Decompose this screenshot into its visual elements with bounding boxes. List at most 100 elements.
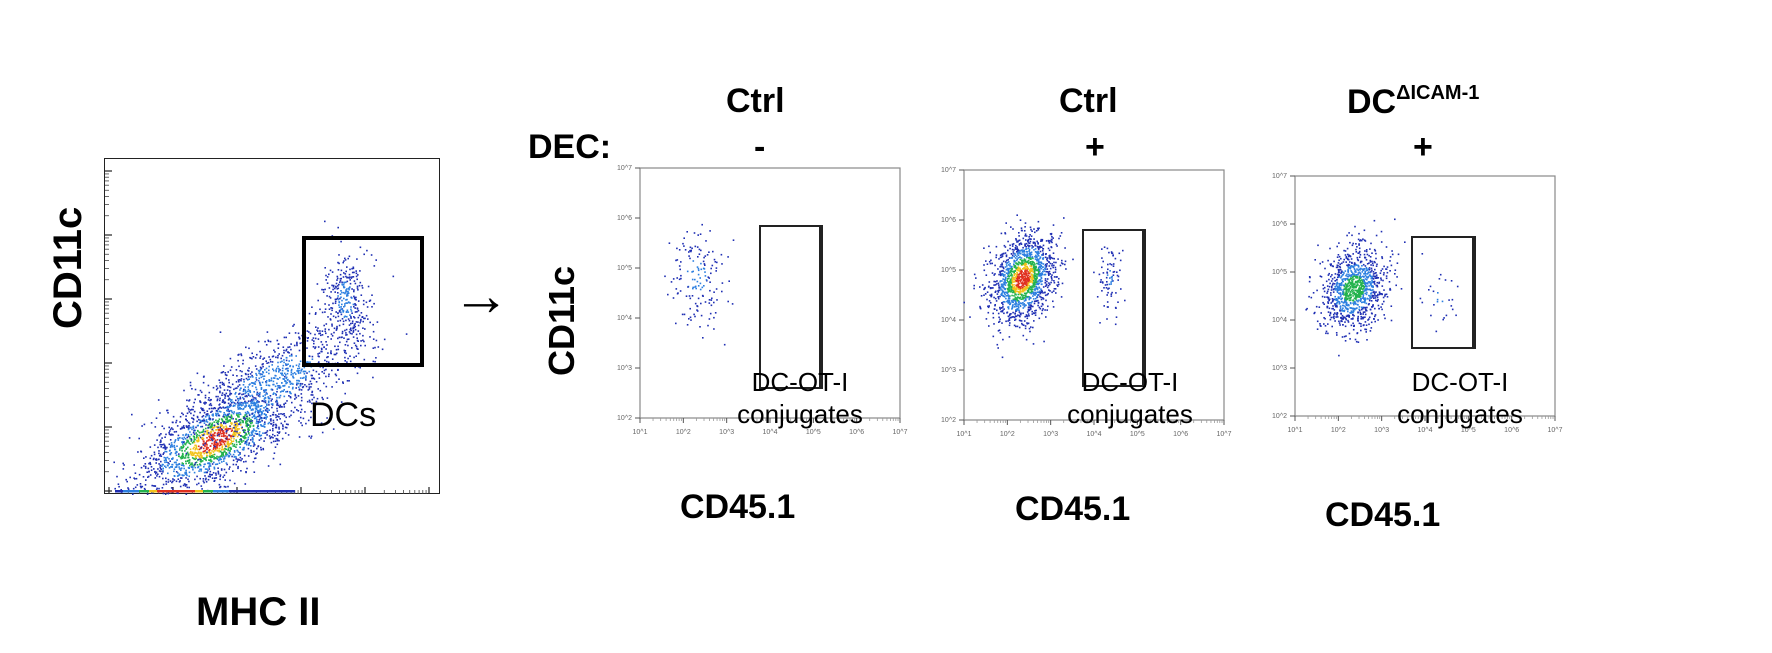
event-point	[1009, 302, 1012, 305]
event-point	[709, 312, 712, 315]
event-point	[283, 349, 285, 352]
event-point	[259, 410, 261, 412]
event-point	[188, 480, 190, 483]
event-point	[370, 254, 373, 256]
event-point	[983, 287, 986, 290]
event-point	[256, 418, 258, 421]
x-tick-label: 10^1	[957, 431, 972, 438]
event-point	[998, 284, 1000, 286]
event-point	[219, 406, 221, 409]
event-point	[300, 411, 302, 413]
event-point	[336, 288, 339, 290]
event-point	[1032, 295, 1034, 297]
event-point	[147, 475, 150, 478]
event-point	[1021, 289, 1024, 291]
event-point	[1038, 273, 1041, 276]
event-point	[348, 319, 351, 322]
event-point	[209, 465, 212, 467]
event-point	[181, 427, 183, 430]
event-point	[160, 444, 163, 446]
event-point	[1034, 284, 1036, 286]
event-point	[247, 373, 249, 376]
event-point	[239, 412, 241, 414]
event-point	[325, 279, 327, 281]
event-point	[167, 462, 170, 464]
event-point	[238, 414, 240, 416]
event-point	[1024, 279, 1026, 281]
event-point	[1021, 288, 1024, 290]
event-point	[340, 269, 343, 272]
event-point	[163, 452, 165, 454]
event-point	[265, 367, 268, 370]
event-point	[680, 274, 682, 277]
event-point	[1012, 243, 1015, 245]
event-point	[992, 287, 994, 289]
event-point	[216, 413, 218, 416]
event-point	[265, 381, 268, 384]
event-point	[158, 463, 160, 465]
event-point	[1009, 322, 1011, 324]
event-point	[346, 276, 348, 279]
event-point	[347, 257, 349, 260]
event-point	[1037, 260, 1040, 262]
event-point	[1020, 227, 1023, 229]
event-point	[245, 471, 247, 474]
event-point	[242, 402, 244, 405]
event-point	[207, 413, 209, 415]
event-point	[250, 422, 252, 425]
event-point	[218, 435, 221, 437]
event-point	[347, 301, 350, 304]
event-point	[260, 448, 262, 451]
event-point	[711, 297, 713, 300]
event-point	[268, 356, 270, 358]
event-point	[676, 247, 678, 250]
event-point	[226, 443, 229, 446]
event-point	[190, 433, 193, 436]
event-point	[215, 429, 217, 431]
event-point	[336, 297, 339, 299]
event-point	[1018, 244, 1021, 246]
event-point	[353, 295, 355, 298]
event-point	[234, 393, 236, 395]
event-point	[223, 434, 225, 437]
event-point	[300, 396, 303, 399]
event-point	[1051, 263, 1053, 265]
event-point	[1102, 282, 1104, 284]
event-point	[263, 378, 265, 380]
event-point	[697, 267, 700, 270]
event-point	[177, 492, 179, 495]
event-point	[723, 343, 726, 346]
event-point	[998, 287, 1000, 289]
event-point	[331, 235, 334, 237]
event-point	[310, 416, 312, 419]
event-point	[120, 489, 122, 491]
edge-point	[211, 490, 213, 493]
event-point	[242, 435, 245, 438]
event-point	[230, 437, 233, 439]
event-point	[221, 439, 224, 441]
event-point	[262, 410, 265, 412]
event-point	[270, 436, 273, 438]
event-point	[298, 420, 300, 422]
event-point	[181, 464, 184, 466]
event-point	[1050, 276, 1053, 278]
event-point	[139, 483, 142, 485]
event-point	[203, 409, 205, 412]
event-point	[270, 379, 273, 381]
event-point	[1011, 245, 1014, 247]
event-point	[1042, 298, 1045, 300]
event-point	[1031, 270, 1033, 273]
event-point	[277, 378, 279, 380]
event-point	[1107, 263, 1109, 266]
event-point	[217, 429, 220, 431]
event-point	[700, 302, 702, 305]
event-point	[334, 287, 336, 290]
event-point	[201, 437, 204, 439]
event-point	[1119, 269, 1121, 272]
event-point	[347, 318, 350, 320]
event-point	[324, 267, 326, 269]
event-point	[1045, 240, 1048, 242]
event-point	[341, 281, 343, 284]
event-point	[160, 455, 163, 457]
event-point	[175, 454, 178, 456]
